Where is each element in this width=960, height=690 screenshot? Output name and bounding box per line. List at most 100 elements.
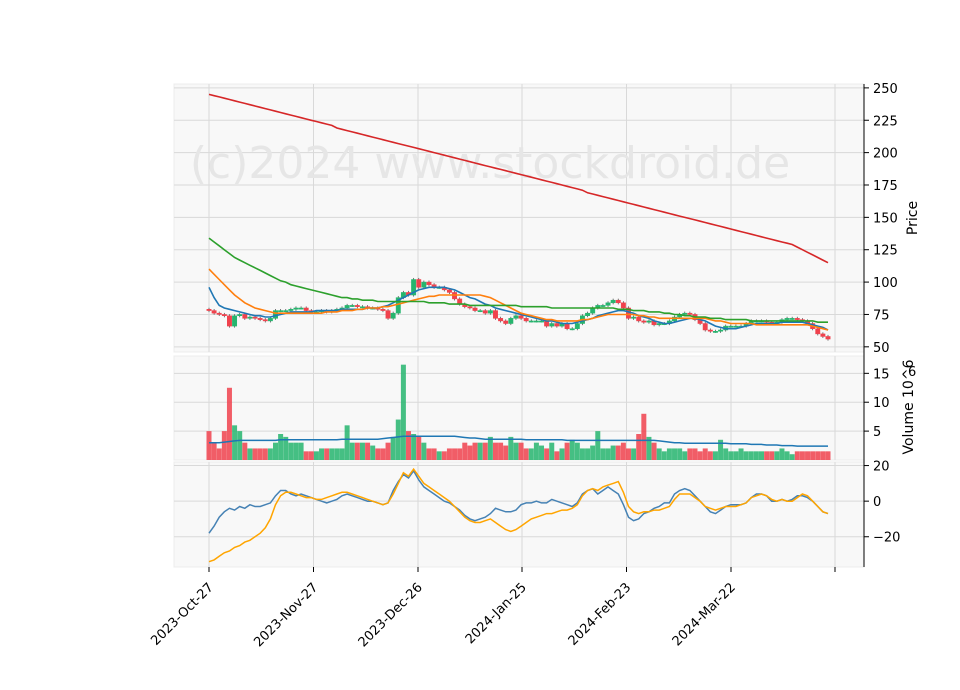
- candle-body: [482, 310, 488, 314]
- candle-body: [707, 329, 713, 332]
- volume-bar: [503, 445, 509, 460]
- candle-body: [533, 320, 539, 323]
- volume-bar: [329, 448, 335, 460]
- volume-bar: [508, 436, 514, 460]
- volume-bar: [539, 445, 545, 460]
- volume-bar: [758, 451, 764, 460]
- volume-bar: [262, 448, 268, 460]
- candle-body: [477, 310, 483, 313]
- candle-body: [498, 318, 504, 322]
- price-tick-label: 200: [873, 147, 898, 162]
- price-tick-label: 250: [873, 82, 898, 97]
- candle-body: [656, 323, 662, 326]
- candle-body: [216, 312, 222, 315]
- volume-bar: [610, 445, 616, 460]
- volume-bar: [452, 448, 458, 460]
- volume-bar: [206, 431, 212, 460]
- volume-bar: [712, 451, 718, 460]
- volume-bar: [615, 445, 621, 460]
- candle-body: [544, 320, 550, 327]
- volume-bar: [257, 448, 263, 460]
- candle-body: [493, 310, 498, 319]
- volume-bar: [590, 445, 596, 460]
- volume-bar: [293, 442, 299, 460]
- candle-body: [518, 315, 524, 319]
- candle-body: [303, 307, 309, 311]
- candle-body: [211, 310, 217, 314]
- candle-body: [620, 302, 626, 309]
- candle-body: [298, 307, 304, 310]
- volume-bar: [247, 448, 253, 460]
- candle-body: [411, 279, 417, 296]
- candle-body: [426, 281, 432, 285]
- candle-body: [293, 307, 299, 310]
- price-tick-label: 175: [873, 179, 898, 194]
- volume-bar: [313, 451, 319, 460]
- volume-bar: [513, 442, 519, 460]
- volume-bar: [820, 451, 826, 460]
- volume-bar: [462, 442, 468, 460]
- volume-bar: [697, 451, 703, 460]
- volume-bar: [651, 442, 657, 460]
- candle-body: [237, 314, 243, 316]
- candle-body: [610, 299, 616, 304]
- volume-bar: [774, 451, 780, 460]
- candle-body: [702, 323, 708, 331]
- volume-bar: [585, 448, 591, 460]
- volume-bar: [636, 434, 642, 460]
- volume-bar: [375, 448, 381, 460]
- volume-bar: [288, 442, 294, 460]
- volume-bar: [390, 436, 396, 460]
- volume-bar: [492, 442, 498, 460]
- price-tick-label: 150: [873, 211, 898, 226]
- candle-body: [503, 320, 509, 324]
- volume-bar: [308, 451, 314, 460]
- volume-bar: [370, 445, 376, 460]
- candle-body: [682, 312, 688, 315]
- volume-bar: [625, 448, 631, 460]
- volume-bar: [426, 448, 432, 460]
- volume-bar: [728, 451, 734, 460]
- candle-body: [820, 333, 826, 337]
- volume-bar: [641, 413, 647, 460]
- candle-body: [232, 315, 238, 327]
- volume-bar: [661, 451, 667, 460]
- oscillator-tick-label: 0: [873, 495, 881, 510]
- candle-body: [416, 279, 422, 288]
- volume-bar: [211, 442, 217, 460]
- candle-body: [283, 310, 289, 313]
- volume-bar: [815, 451, 821, 460]
- candle-body: [523, 318, 529, 322]
- candle-body: [446, 289, 452, 293]
- price-tick-label: 100: [873, 276, 898, 291]
- volume-bar: [707, 451, 713, 460]
- volume-tick-label: 10: [873, 396, 890, 411]
- volume-bar: [533, 442, 539, 460]
- candle-body: [288, 309, 294, 311]
- volume-bar: [349, 442, 355, 460]
- candle-body: [789, 318, 795, 320]
- candle-body: [815, 328, 821, 335]
- volume-bar: [406, 431, 412, 460]
- candle-body: [508, 318, 514, 324]
- volume-bar: [467, 445, 473, 460]
- x-tick-label: 2023-Oct-27: [148, 580, 216, 648]
- volume-bar: [385, 442, 391, 460]
- candle-body: [600, 305, 606, 307]
- volume-bar: [605, 448, 611, 460]
- volume-bar: [825, 451, 831, 460]
- volume-bar: [441, 451, 447, 460]
- volume-bar: [457, 448, 463, 460]
- oscillator-line-b: [208, 467, 829, 563]
- volume-bar: [226, 387, 232, 460]
- candle-body: [472, 307, 478, 311]
- candle-body: [784, 318, 790, 320]
- volume-bar: [436, 451, 442, 460]
- volume-bar: [600, 448, 606, 460]
- volume-bar: [303, 451, 309, 460]
- volume-bar: [784, 451, 790, 460]
- oscillator-tick-label: −20: [873, 531, 900, 546]
- volume-bar: [498, 442, 504, 460]
- volume-bar: [738, 448, 744, 460]
- volume-bar: [789, 454, 795, 460]
